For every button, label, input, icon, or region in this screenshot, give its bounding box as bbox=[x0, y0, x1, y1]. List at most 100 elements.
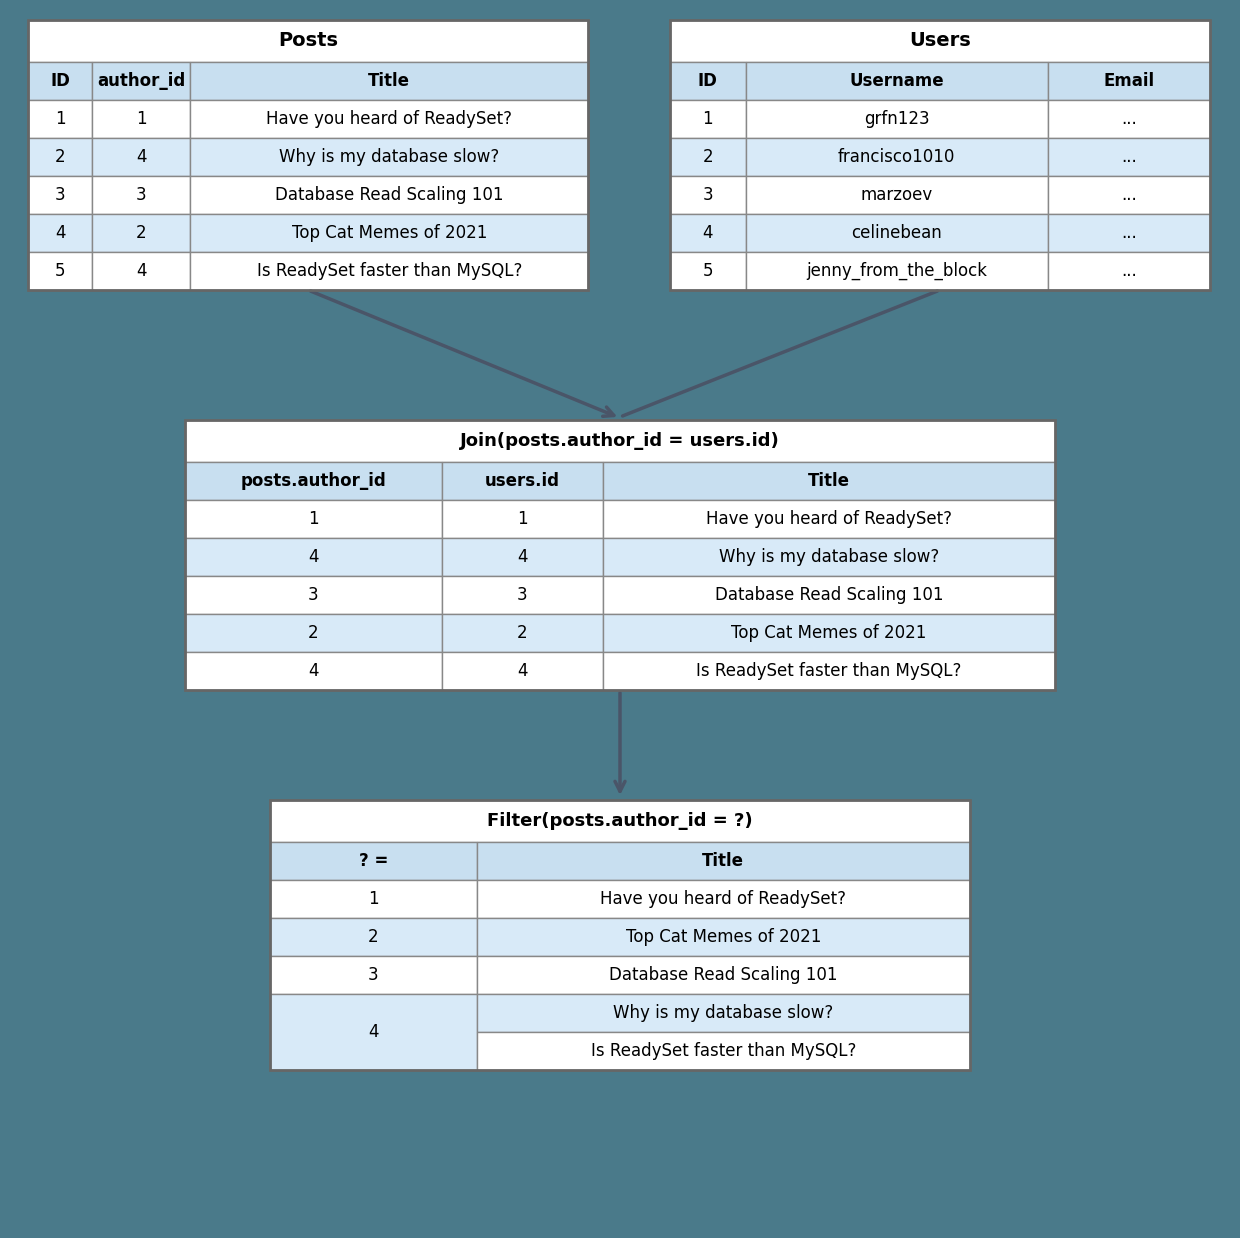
Text: Have you heard of ReadySet?: Have you heard of ReadySet? bbox=[600, 890, 846, 907]
Text: Database Read Scaling 101: Database Read Scaling 101 bbox=[609, 966, 837, 984]
Text: Username: Username bbox=[849, 72, 944, 90]
Text: 3: 3 bbox=[368, 966, 378, 984]
Text: 4: 4 bbox=[368, 1023, 378, 1041]
Bar bbox=[441, 652, 603, 690]
Bar bbox=[603, 652, 1055, 690]
Bar bbox=[476, 994, 970, 1032]
Bar bbox=[29, 100, 93, 137]
Text: 5: 5 bbox=[55, 262, 66, 280]
Text: Is ReadySet faster than MySQL?: Is ReadySet faster than MySQL? bbox=[696, 662, 961, 680]
Bar bbox=[270, 842, 476, 880]
Bar bbox=[29, 62, 93, 100]
Bar bbox=[670, 20, 1210, 290]
Bar bbox=[93, 214, 191, 253]
Bar bbox=[441, 462, 603, 500]
Bar bbox=[603, 500, 1055, 539]
Text: 2: 2 bbox=[368, 928, 378, 946]
Text: Top Cat Memes of 2021: Top Cat Memes of 2021 bbox=[732, 624, 926, 643]
Bar bbox=[603, 576, 1055, 614]
Bar bbox=[670, 62, 745, 100]
Bar bbox=[441, 576, 603, 614]
Bar bbox=[270, 800, 970, 1070]
Bar bbox=[185, 614, 441, 652]
Bar bbox=[745, 62, 1048, 100]
Bar bbox=[29, 20, 588, 290]
Text: 3: 3 bbox=[703, 186, 713, 204]
Text: 1: 1 bbox=[308, 510, 319, 527]
Text: celinebean: celinebean bbox=[852, 224, 942, 241]
Text: Title: Title bbox=[368, 72, 410, 90]
Bar bbox=[93, 62, 191, 100]
Text: ID: ID bbox=[51, 72, 71, 90]
Bar bbox=[670, 137, 745, 176]
Bar bbox=[476, 1032, 970, 1070]
Bar bbox=[745, 176, 1048, 214]
Bar bbox=[670, 176, 745, 214]
Bar bbox=[191, 137, 588, 176]
Text: 3: 3 bbox=[55, 186, 66, 204]
Text: 2: 2 bbox=[703, 149, 713, 166]
Text: 1: 1 bbox=[517, 510, 527, 527]
Bar bbox=[476, 842, 970, 880]
Bar bbox=[29, 137, 93, 176]
Text: 2: 2 bbox=[308, 624, 319, 643]
Bar bbox=[93, 176, 191, 214]
Bar bbox=[191, 253, 588, 290]
Bar bbox=[191, 100, 588, 137]
Bar bbox=[185, 462, 441, 500]
Text: 4: 4 bbox=[136, 262, 146, 280]
Bar bbox=[185, 576, 441, 614]
Bar bbox=[476, 919, 970, 956]
Bar bbox=[441, 500, 603, 539]
Bar bbox=[670, 253, 745, 290]
Text: Why is my database slow?: Why is my database slow? bbox=[719, 548, 939, 566]
Text: 2: 2 bbox=[136, 224, 146, 241]
Bar bbox=[191, 214, 588, 253]
Text: 3: 3 bbox=[308, 586, 319, 604]
Text: francisco1010: francisco1010 bbox=[838, 149, 956, 166]
Bar bbox=[745, 214, 1048, 253]
Bar bbox=[441, 614, 603, 652]
Bar bbox=[1048, 214, 1210, 253]
Text: Email: Email bbox=[1104, 72, 1154, 90]
Bar bbox=[670, 100, 745, 137]
Text: Join(posts.author_id = users.id): Join(posts.author_id = users.id) bbox=[460, 432, 780, 449]
Bar bbox=[603, 539, 1055, 576]
Bar bbox=[270, 994, 476, 1070]
Text: ID: ID bbox=[698, 72, 718, 90]
Text: 4: 4 bbox=[703, 224, 713, 241]
Bar bbox=[476, 956, 970, 994]
Bar bbox=[476, 880, 970, 919]
Bar bbox=[670, 20, 1210, 62]
Text: Users: Users bbox=[909, 31, 971, 51]
Text: 4: 4 bbox=[136, 149, 146, 166]
Bar bbox=[745, 137, 1048, 176]
Text: 3: 3 bbox=[136, 186, 146, 204]
Text: Top Cat Memes of 2021: Top Cat Memes of 2021 bbox=[625, 928, 821, 946]
Bar bbox=[1048, 100, 1210, 137]
Text: marzoev: marzoev bbox=[861, 186, 932, 204]
Bar bbox=[270, 800, 970, 842]
Text: Have you heard of ReadySet?: Have you heard of ReadySet? bbox=[267, 110, 512, 128]
Text: Have you heard of ReadySet?: Have you heard of ReadySet? bbox=[706, 510, 952, 527]
Text: ...: ... bbox=[1121, 149, 1137, 166]
Text: ...: ... bbox=[1121, 110, 1137, 128]
Text: 1: 1 bbox=[55, 110, 66, 128]
Text: 1: 1 bbox=[136, 110, 146, 128]
Bar bbox=[191, 62, 588, 100]
Bar bbox=[185, 420, 1055, 690]
Text: 4: 4 bbox=[308, 548, 319, 566]
Text: 4: 4 bbox=[55, 224, 66, 241]
Text: 5: 5 bbox=[703, 262, 713, 280]
Text: Database Read Scaling 101: Database Read Scaling 101 bbox=[275, 186, 503, 204]
Bar bbox=[1048, 253, 1210, 290]
Text: Why is my database slow?: Why is my database slow? bbox=[613, 1004, 833, 1023]
Bar bbox=[185, 539, 441, 576]
Text: Is ReadySet faster than MySQL?: Is ReadySet faster than MySQL? bbox=[590, 1042, 856, 1060]
Bar bbox=[185, 500, 441, 539]
Bar bbox=[270, 956, 476, 994]
Text: grfn123: grfn123 bbox=[864, 110, 930, 128]
Text: users.id: users.id bbox=[485, 472, 559, 490]
Text: posts.author_id: posts.author_id bbox=[241, 472, 386, 490]
Bar bbox=[1048, 62, 1210, 100]
